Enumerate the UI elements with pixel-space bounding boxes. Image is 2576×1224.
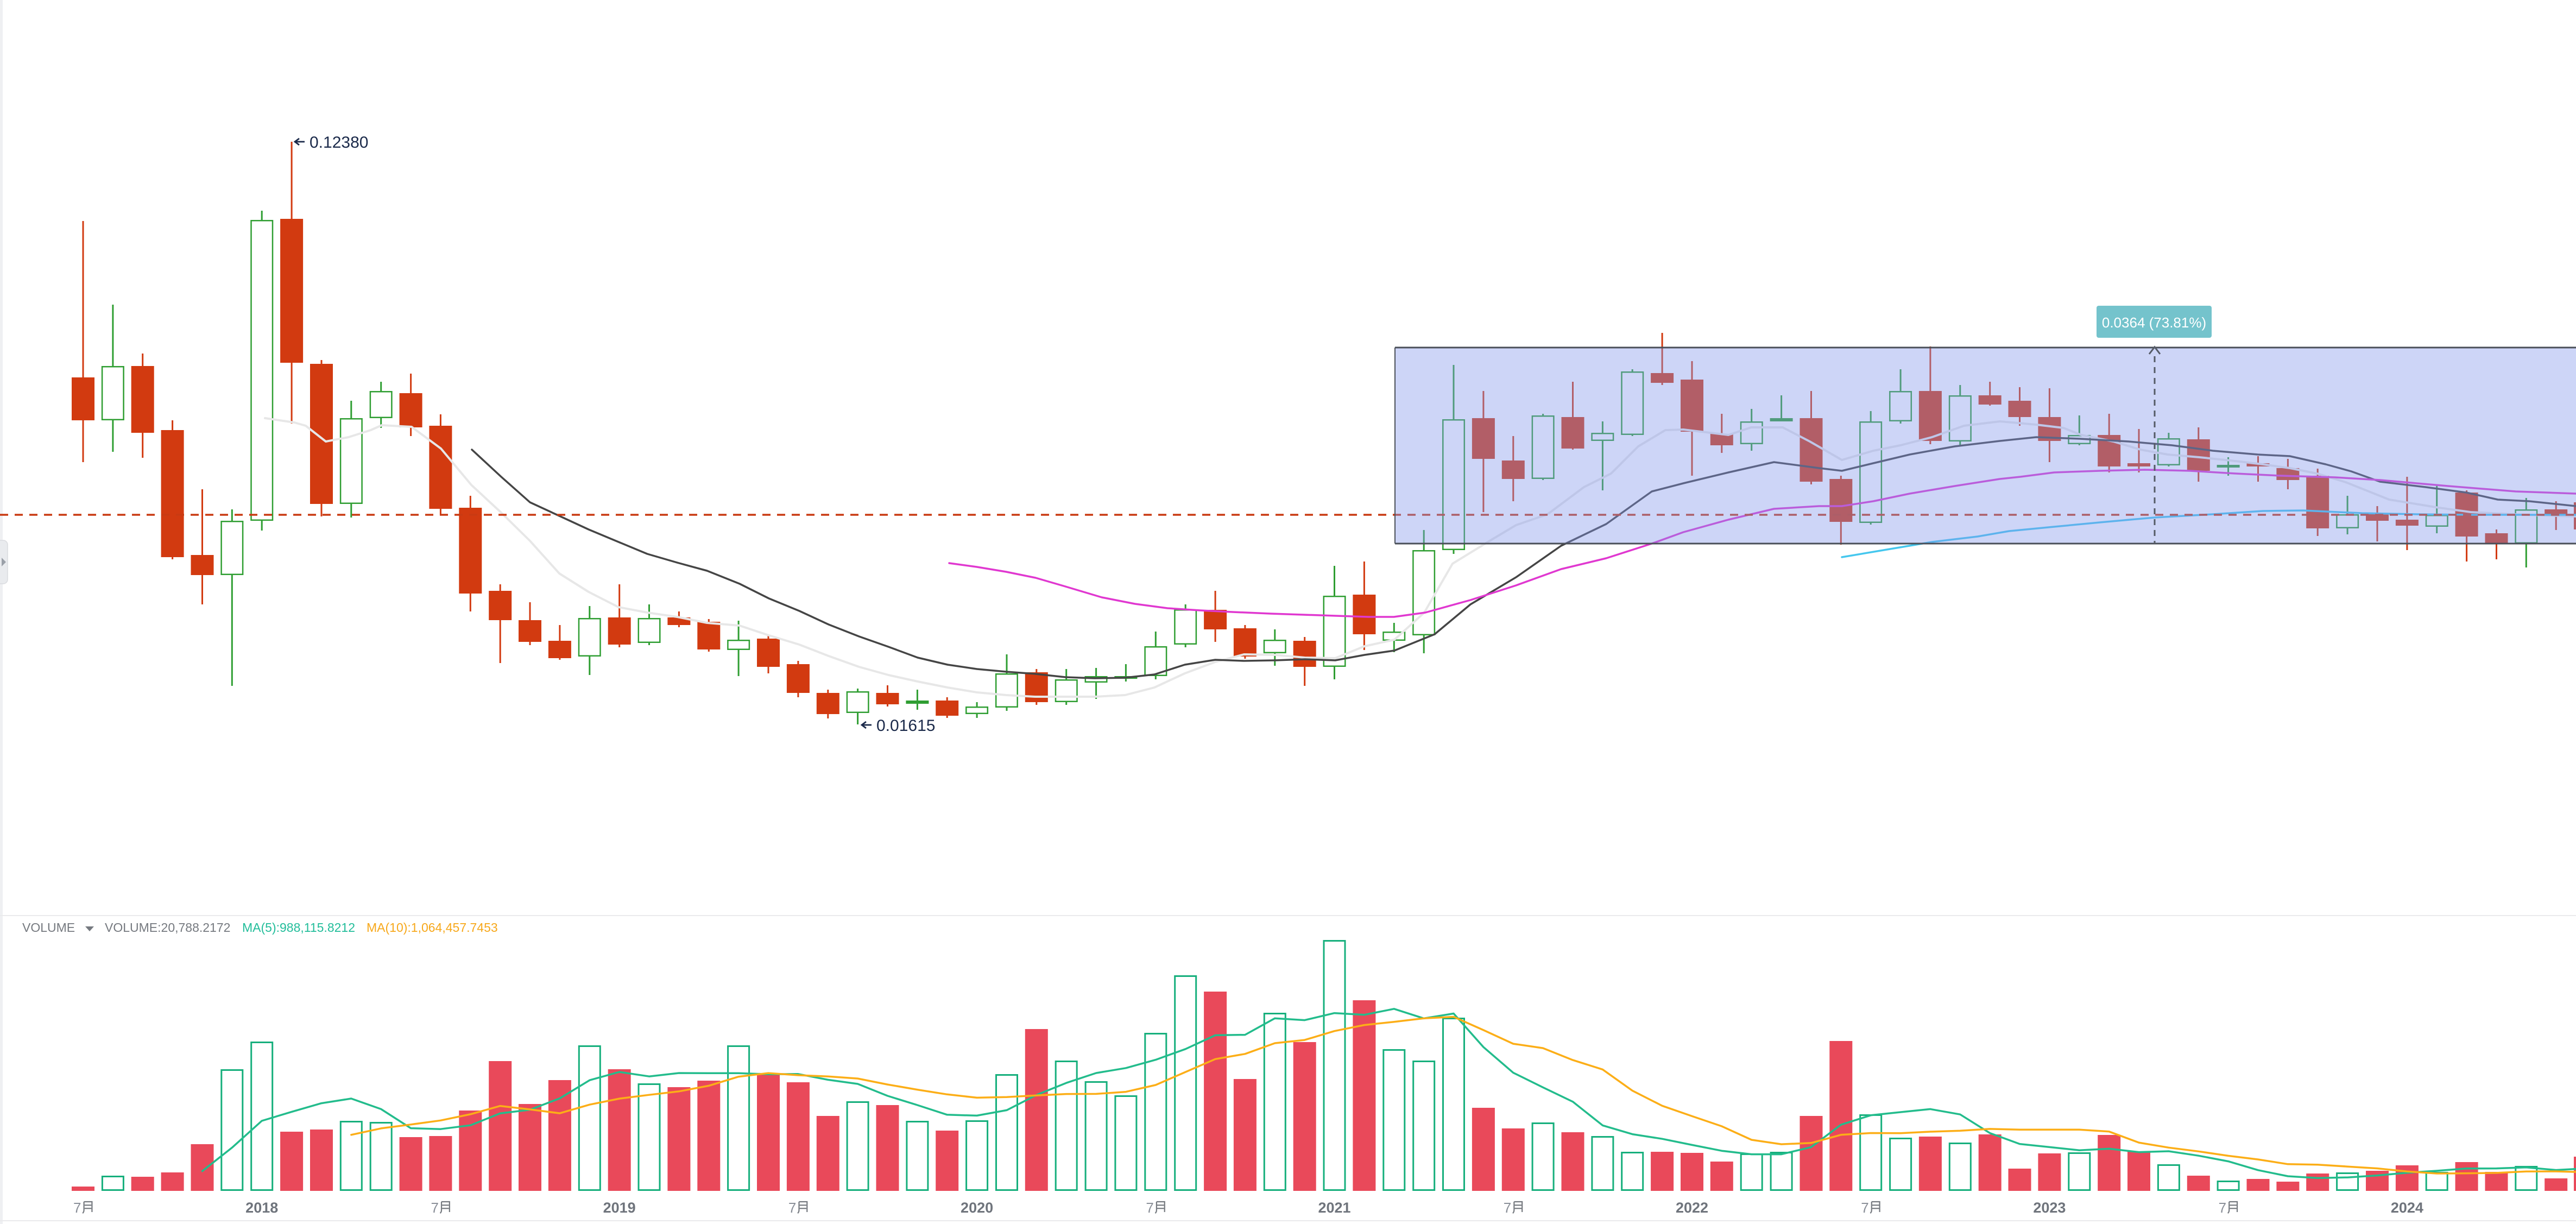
svg-text:7: 7 (431, 1200, 438, 1216)
svg-text:0.01615: 0.01615 (876, 717, 935, 735)
svg-text:2020: 2020 (961, 1200, 993, 1216)
svg-text:7: 7 (73, 1200, 81, 1216)
svg-text:7: 7 (2219, 1200, 2226, 1216)
svg-text:2023: 2023 (2033, 1200, 2066, 1216)
svg-text:0.0364 (73.81%): 0.0364 (73.81%) (2102, 314, 2206, 331)
svg-text:2019: 2019 (603, 1200, 636, 1216)
svg-text:0.12380: 0.12380 (310, 134, 368, 152)
svg-text:2024: 2024 (2391, 1200, 2423, 1216)
svg-text:7: 7 (1861, 1200, 1868, 1216)
svg-text:2018: 2018 (245, 1200, 278, 1216)
svg-text:7: 7 (788, 1200, 796, 1216)
svg-text:2022: 2022 (1676, 1200, 1708, 1216)
svg-text:2021: 2021 (1318, 1200, 1351, 1216)
svg-text:MA(10):1,064,457.7453: MA(10):1,064,457.7453 (367, 920, 498, 935)
svg-text:VOLUME: VOLUME (22, 920, 75, 935)
svg-text:7: 7 (1146, 1200, 1153, 1216)
svg-text:MA(5):988,115.8212: MA(5):988,115.8212 (242, 920, 355, 935)
svg-text:VOLUME:20,788.2172: VOLUME:20,788.2172 (105, 920, 230, 935)
svg-text:7: 7 (1504, 1200, 1511, 1216)
